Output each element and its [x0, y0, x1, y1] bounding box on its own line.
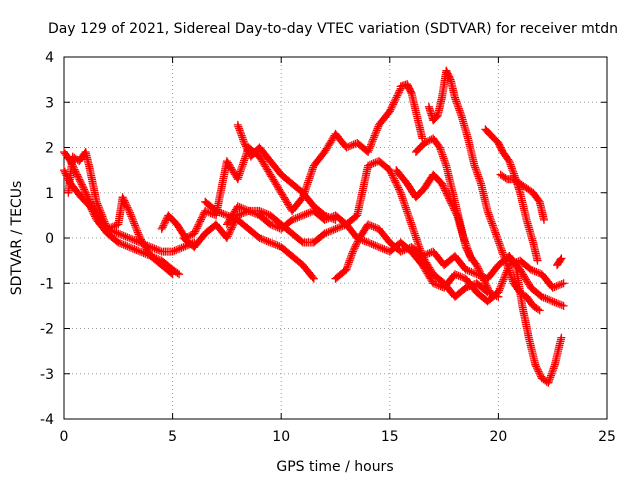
data-point-marks: [481, 125, 542, 265]
y-tick-label: 1: [45, 186, 54, 202]
y-tick-label: -4: [40, 412, 54, 428]
y-tick-label: -2: [40, 322, 54, 338]
data-point-marks: [396, 80, 427, 143]
x-tick-label: 15: [381, 429, 399, 445]
x-tick-label: 25: [598, 429, 616, 445]
data-point-marks: [201, 197, 318, 283]
data-point-marks: [331, 220, 568, 310]
series-track-6: [179, 206, 568, 306]
plot-frame: [63, 56, 608, 420]
series-track-9: [201, 197, 318, 283]
data-point-marks: [505, 252, 566, 387]
data-point-marks: [157, 84, 405, 242]
series-track-3: [64, 148, 177, 279]
x-axis-label: GPS time / hours: [276, 459, 393, 475]
series-track-5: [396, 80, 427, 143]
y-tick-label: 4: [45, 50, 54, 66]
y-axis-label: SDTVAR / TECUs: [9, 181, 25, 296]
series-track-8: [233, 120, 340, 224]
data-point-marks: [233, 120, 340, 224]
y-tick-label: 2: [45, 141, 54, 157]
y-tick-label: 0: [45, 231, 54, 247]
series-track-17: [553, 254, 566, 270]
data-point-marks: [222, 157, 503, 301]
chart-title: Day 129 of 2021, Sidereal Day-to-day VTE…: [48, 21, 618, 37]
series-track-1: [60, 148, 199, 256]
data-marks: [60, 66, 568, 387]
series-track-15: [496, 170, 548, 224]
series-track-13: [424, 66, 544, 315]
data-point-marks: [64, 148, 177, 279]
series-track-10: [331, 220, 568, 310]
series-track-12: [411, 134, 477, 265]
axis-ticks: 0 5 10 15 20 25 -4 -3 -2 -1 0 1 2 3 4: [40, 50, 616, 445]
data-point-marks: [60, 148, 199, 256]
data-point-marks: [553, 254, 566, 270]
data-point-marks: [411, 134, 477, 265]
x-tick-label: 0: [60, 429, 69, 445]
series-track-14: [481, 125, 542, 265]
data-point-marks: [424, 66, 544, 315]
series-track-7: [222, 157, 503, 301]
y-tick-label: -3: [40, 367, 54, 383]
x-tick-label: 20: [489, 429, 507, 445]
data-point-marks: [496, 170, 548, 224]
x-tick-label: 10: [272, 429, 290, 445]
x-tick-label: 5: [168, 429, 177, 445]
y-tick-label: -1: [40, 276, 54, 292]
y-tick-label: 3: [45, 95, 54, 111]
grid: [64, 57, 607, 419]
data-point-marks: [179, 206, 568, 306]
series-track-4: [157, 84, 405, 242]
series-track-16: [505, 252, 566, 387]
